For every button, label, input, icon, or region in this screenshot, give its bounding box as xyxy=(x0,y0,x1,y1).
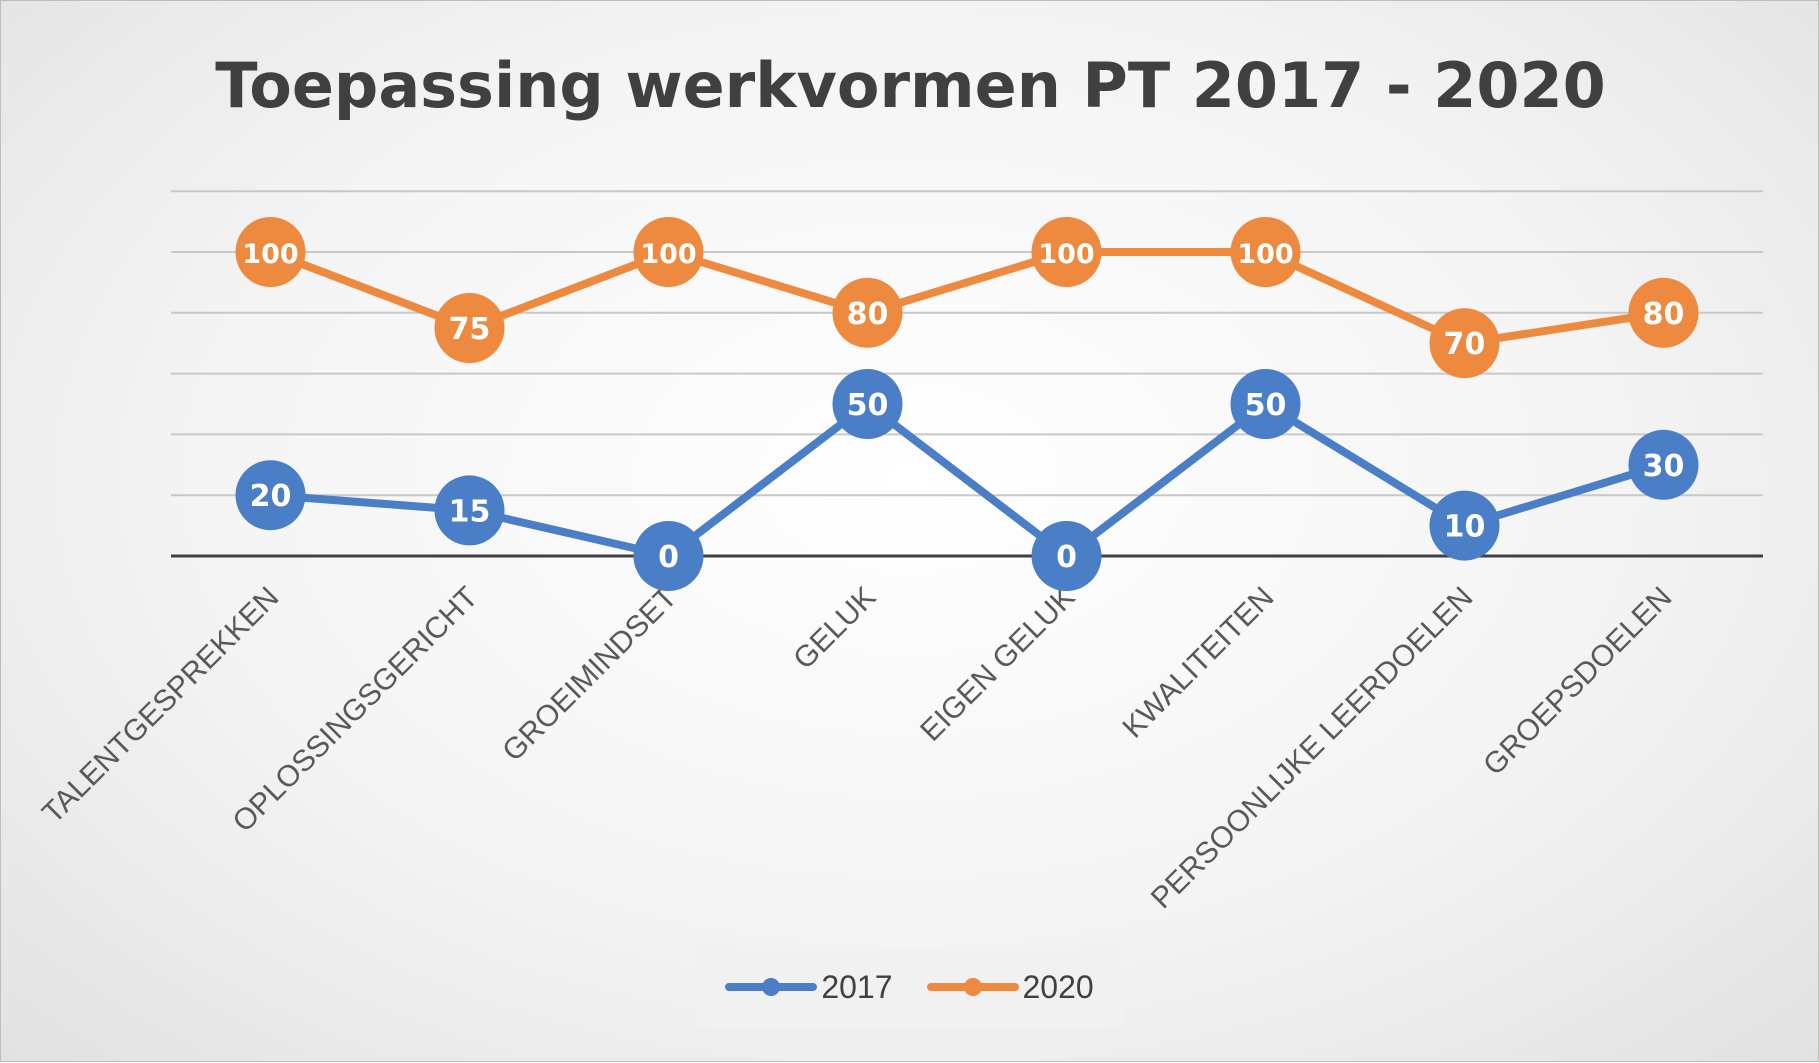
data-point xyxy=(1628,277,1699,348)
data-point xyxy=(235,460,306,531)
data-point xyxy=(1429,490,1500,561)
legend-label-2017: 2017 xyxy=(821,968,893,1005)
data-label: 100 xyxy=(1237,239,1293,270)
data-label: 0 xyxy=(1056,540,1077,575)
data-label: 30 xyxy=(1643,449,1685,484)
x-tick-label: GROEIMINDSET xyxy=(496,581,683,768)
legend: 2017 2020 xyxy=(696,946,1123,1028)
legend-marker-2017 xyxy=(725,978,818,996)
data-label: 100 xyxy=(242,239,298,270)
data-point xyxy=(1031,521,1102,591)
data-point xyxy=(1628,429,1699,500)
data-point xyxy=(1230,217,1301,287)
data-point xyxy=(434,293,505,363)
data-point xyxy=(434,475,505,546)
data-label: 80 xyxy=(1643,297,1685,332)
data-point xyxy=(633,217,704,287)
x-tick-label: KWALITEITEN xyxy=(1116,581,1280,745)
data-label: 10 xyxy=(1444,510,1486,545)
data-label: 70 xyxy=(1444,327,1486,362)
data-point xyxy=(1230,369,1301,439)
data-point xyxy=(1031,217,1102,287)
x-tick-label: GROEPSDOELEN xyxy=(1477,581,1678,782)
data-point xyxy=(235,217,306,287)
x-tick-label: EIGEN GELUK xyxy=(914,581,1081,748)
series-line-2020 xyxy=(266,248,1668,348)
data-point xyxy=(832,369,903,439)
data-label: 75 xyxy=(449,312,491,347)
legend-label-2020: 2020 xyxy=(1022,968,1094,1005)
data-label: 50 xyxy=(847,388,889,423)
legend-item-2020: 2020 xyxy=(926,968,1094,1006)
data-label: 15 xyxy=(449,494,491,529)
data-point xyxy=(832,277,903,348)
legend-marker-2020 xyxy=(926,978,1019,996)
data-label: 0 xyxy=(658,540,679,575)
chart-title: Toepassing werkvormen PT 2017 - 2020 xyxy=(215,49,1606,122)
data-point xyxy=(1429,308,1500,379)
data-point xyxy=(633,521,704,591)
data-label: 100 xyxy=(640,239,696,270)
x-tick-label: GELUK xyxy=(787,581,882,676)
x-tick-label: PERSOONLIJKE LEERDOELEN xyxy=(1145,581,1480,916)
legend-item-2017: 2017 xyxy=(725,968,893,1006)
data-label: 50 xyxy=(1245,388,1287,423)
data-label: 80 xyxy=(847,297,889,332)
data-label: 100 xyxy=(1038,239,1094,270)
data-label: 20 xyxy=(250,479,292,514)
